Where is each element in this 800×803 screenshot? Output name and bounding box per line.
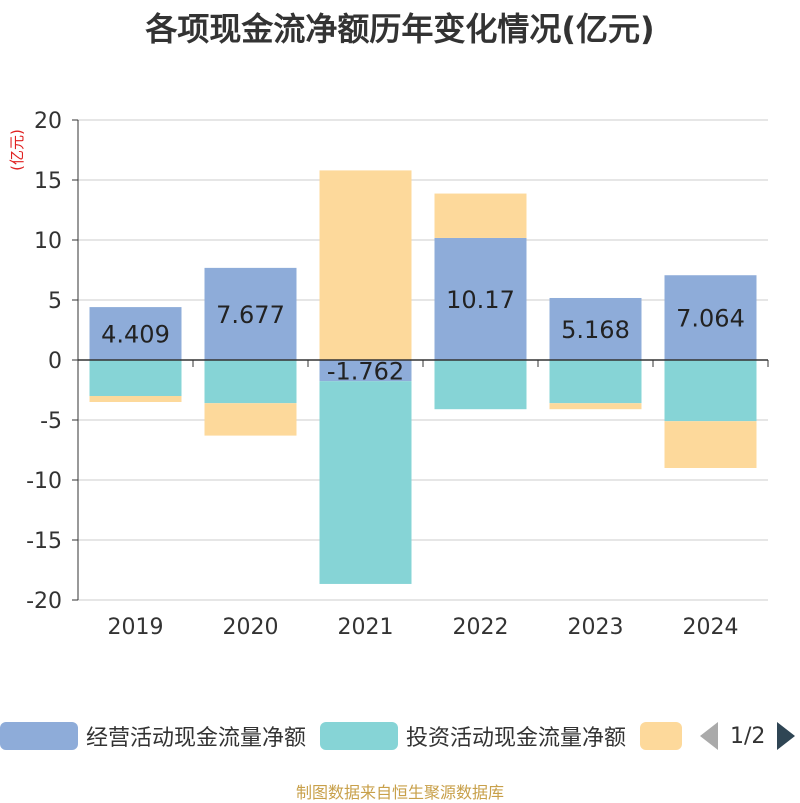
bar-series2-2019	[89, 396, 182, 402]
y-tick-label: -20	[26, 589, 62, 614]
bar-series2-2024	[664, 421, 757, 468]
bar-layer	[89, 170, 757, 584]
legend-page-indicator: 1/2	[730, 723, 766, 749]
legend-pager: 1/2	[700, 716, 796, 756]
data-label: 7.677	[216, 301, 285, 329]
legend-swatch-investing	[320, 722, 398, 750]
x-tick-label: 2019	[108, 615, 164, 640]
bar-series2-2023	[549, 403, 642, 410]
bar-series2-2020	[204, 403, 297, 436]
legend-swatch-operating	[0, 722, 78, 750]
y-tick-label: -5	[40, 409, 62, 434]
y-axis-unit-label: (亿元)	[8, 129, 26, 171]
y-tick-label: 20	[34, 109, 62, 134]
legend-label-investing: 投资活动现金流量净额	[406, 726, 627, 751]
bar-series1-2022	[434, 360, 527, 410]
data-source-note: 制图数据来自恒生聚源数据库	[295, 783, 504, 802]
y-tick-label: -15	[26, 529, 62, 554]
data-label: 7.064	[676, 305, 745, 333]
legend-item-investing[interactable]: 投资活动现金流量净额	[320, 716, 626, 756]
y-tick-label: -10	[26, 469, 62, 494]
data-label: -1.762	[327, 358, 404, 386]
bar-series0-2020	[204, 267, 297, 360]
bar-series2-2021	[319, 170, 412, 360]
data-label: 10.17	[446, 286, 515, 314]
legend-prev-page-icon[interactable]	[700, 722, 718, 750]
grid-layer	[78, 119, 768, 601]
label-layer: 4.409 7.677 -1.762 10.17 5.168 7.064	[101, 286, 745, 386]
bar-series0-2023	[549, 297, 642, 360]
bar-series0-2021	[319, 360, 412, 382]
data-label: 4.409	[101, 321, 170, 349]
x-tick-label: 2022	[453, 615, 509, 640]
chart-title: 各项现金流净额历年变化情况(亿元)	[145, 10, 655, 48]
x-tick-label: 2023	[568, 615, 624, 640]
x-tick-label: 2020	[223, 615, 279, 640]
bar-series0-2019	[89, 307, 182, 360]
bar-series1-2019	[89, 360, 182, 396]
legend: 经营活动现金流量净额 投资活动现金流量净额 1/2	[0, 716, 800, 756]
y-tick-label: 5	[48, 289, 62, 314]
legend-item-financing[interactable]	[640, 716, 682, 756]
y-tick-label: 10	[34, 229, 62, 254]
bar-series0-2024	[664, 275, 757, 360]
bar-series1-2024	[664, 360, 757, 422]
x-tick-label: 2024	[683, 615, 739, 640]
legend-swatch-financing	[640, 722, 682, 750]
y-tick-label: 0	[48, 349, 62, 374]
bar-series2-2022	[434, 193, 527, 238]
data-label: 5.168	[561, 316, 630, 344]
legend-next-page-icon[interactable]	[777, 722, 796, 750]
axis-layer: 20 15 10 5 0 -5 -10 -15 -20 2019 2020 2021 2022 2023 2…	[26, 109, 769, 640]
bar-series0-2022	[434, 237, 527, 360]
y-tick-label: 15	[34, 169, 62, 194]
bar-series1-2023	[549, 360, 642, 404]
legend-item-operating[interactable]: 经营活动现金流量净额	[0, 716, 306, 756]
bar-series1-2021	[319, 381, 412, 584]
x-tick-label: 2021	[338, 615, 394, 640]
bar-series1-2020	[204, 360, 297, 404]
legend-label-operating: 经营活动现金流量净额	[86, 726, 307, 751]
